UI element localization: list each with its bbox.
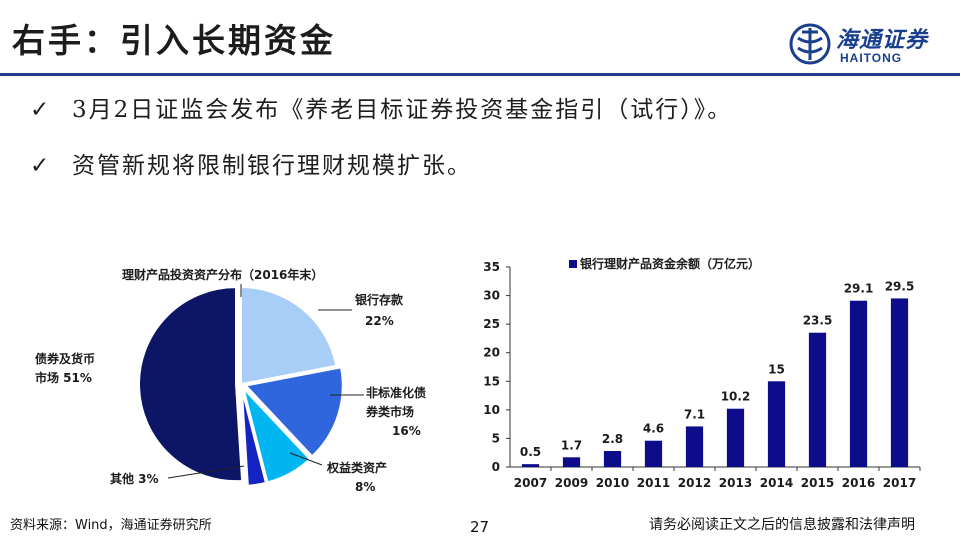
pie-slice-4 [138,286,244,483]
bullet-text: 3月2日证监会发布《养老目标证券投资基金指引（试行）》。 [72,97,733,123]
bar-chart-title: 银行理财产品资金余额（万亿元） [580,256,760,271]
bar-value-label: 1.7 [561,438,582,452]
x-tick-label: 2015 [801,476,834,490]
page-title: 右手：引入长期资金 [12,21,336,60]
pie-label-other: 其他 3% [110,471,159,486]
bar-2010 [603,451,622,467]
bar-value-label: 23.5 [803,314,833,328]
source-note: 资料来源：Wind，海通证券研究所 [10,518,212,533]
y-tick-label: 30 [483,289,500,303]
leader-line [167,465,245,479]
pie-label-bank-deposit: 银行存款 [355,292,404,307]
bar-value-label: 7.1 [684,407,705,421]
bar-value-label: 0.5 [520,445,541,459]
pie-label-bond-money-line2: 市场 51% [35,370,92,385]
page-number: 27 [470,518,490,536]
y-tick-label: 10 [483,403,500,417]
x-tick-label: 2017 [883,476,916,490]
bar-chart: 银行理财产品资金余额（万亿元） 0 5 10 15 20 25 30 35 0.5 1.7 2.8… [483,256,921,490]
bar-2012 [685,426,704,467]
pie-slice-2 [242,387,312,484]
bar-value-label: 4.6 [643,422,664,436]
y-tick-label: 25 [483,317,500,331]
bar-value-label: 10.2 [721,390,751,404]
pie-slice-0 [240,285,338,386]
bar-value-label: 15 [768,362,785,376]
pie-slice-1 [243,366,344,458]
pie-label-bond-money-line1: 债券及货币 [35,351,95,366]
bar-2011 [644,440,663,467]
x-tick-label: 2010 [596,476,629,490]
pie-label-nonstandard-line2: 券类市场 [365,404,414,419]
bar-value-label: 29.1 [844,282,874,296]
y-tick-label: 15 [483,374,500,388]
pie-chart: 理财产品投资资产分布（2016年末） 银行存款 22% 非标准化债 券类市场 1… [35,267,426,494]
leader-line [289,452,323,466]
pie-value-equity: 8% [355,480,375,494]
bar-2009 [562,457,581,467]
bullet-item: ✓ 3月2日证监会发布《养老目标证券投资基金指引（试行）》。 [30,90,732,124]
y-tick-label: 20 [483,346,500,360]
company-logo: 海通证券 HAITONG [788,20,948,70]
logo-name-en: HAITONG [840,51,903,65]
bullet-item: ✓ 资管新规将限制银行理财规模扩张。 [30,146,472,180]
y-tick-label: 35 [483,260,500,274]
check-icon: ✓ [30,97,52,123]
pie-label-equity: 权益类资产 [326,460,387,475]
x-tick-label: 2011 [637,476,670,490]
x-tick-label: 2007 [514,476,547,490]
pie-value-nonstandard: 16% [392,424,421,438]
bar-value-label: 29.5 [885,279,915,293]
legend-swatch [569,260,577,268]
disclaimer: 请务必阅读正文之后的信息披露和法律声明 [649,517,915,533]
x-tick-label: 2012 [678,476,711,490]
header-divider [0,73,960,76]
x-tick-label: 2014 [760,476,793,490]
x-tick-label: 2009 [555,476,588,490]
haitong-emblem-icon [789,23,831,65]
bullet-text: 资管新规将限制银行理财规模扩张。 [72,153,472,179]
pie-title: 理财产品投资资产分布（2016年末） [122,267,323,282]
bar-2013 [726,408,745,467]
check-icon: ✓ [30,153,52,179]
pie-label-nonstandard-line1: 非标准化债 [366,385,426,400]
x-tick-label: 2016 [842,476,875,490]
bar-2017 [890,298,909,467]
pie-slice-3 [240,388,268,487]
y-tick-label: 0 [492,460,500,474]
x-tick-label: 2013 [719,476,752,490]
bar-2007 [521,464,540,467]
y-tick-label: 5 [492,431,500,445]
bar-value-label: 2.8 [602,432,623,446]
bar-2016 [849,300,868,467]
pie-value-bank-deposit: 22% [365,314,394,328]
bar-2014 [767,381,786,467]
bar-2015 [808,332,827,467]
logo-name-cn: 海通证券 [836,27,929,53]
